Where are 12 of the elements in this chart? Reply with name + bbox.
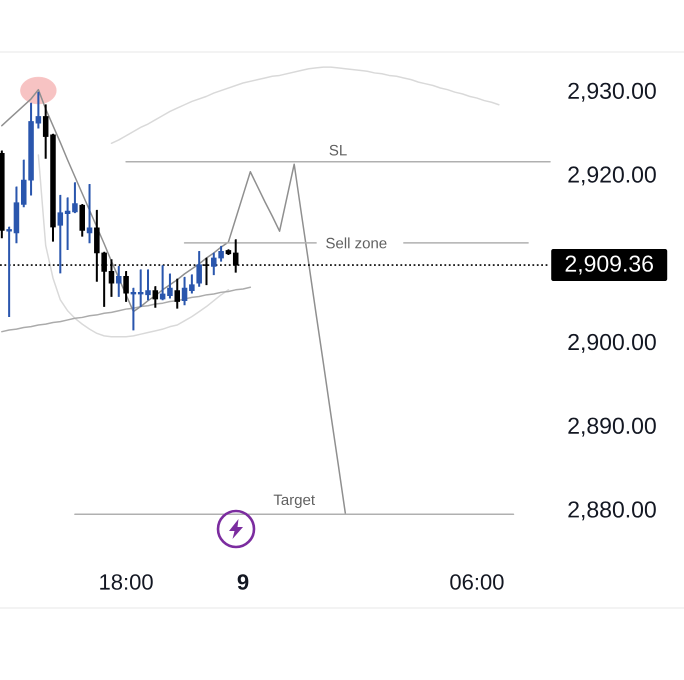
series-label: SL (330, 144, 347, 156)
x-tick-label: 9 (238, 574, 248, 590)
series-label: Sell zone (326, 237, 386, 248)
y-tick-label: 2,880.00 (568, 501, 656, 520)
x-tick-label: 18:00 (100, 574, 153, 590)
y-tick-label: 2,890.00 (568, 418, 656, 437)
series-label: Target (274, 494, 315, 508)
ref-line-label: 2,909.36 (566, 256, 653, 275)
y-tick-label: 2,900.00 (568, 334, 656, 353)
y-tick-label: 2,920.00 (568, 166, 656, 186)
y-tick-label: 2,930.00 (568, 82, 656, 102)
x-tick-label: 06:00 (450, 574, 504, 590)
